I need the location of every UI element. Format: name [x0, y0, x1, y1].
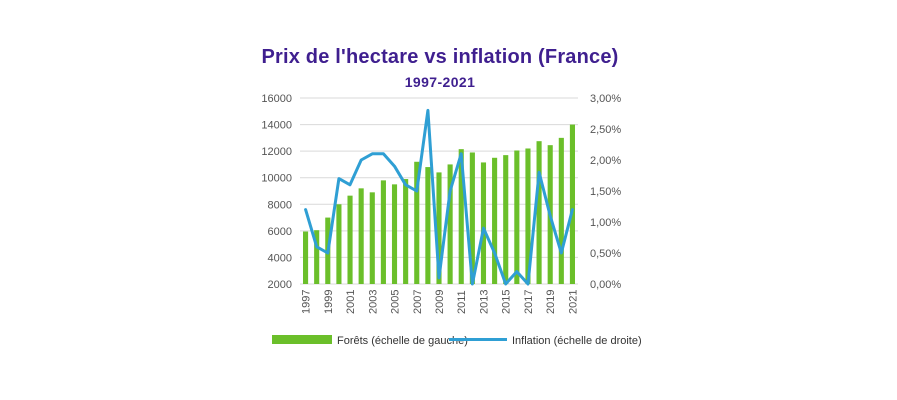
bar [358, 188, 364, 284]
y-right-tick-label: 0,00% [590, 279, 621, 291]
bar [569, 124, 575, 284]
bar [436, 172, 442, 284]
x-tick-label: 1997 [301, 290, 313, 314]
y-right-tick-label: 1,50% [590, 186, 621, 198]
legend-bar-swatch [272, 335, 332, 344]
chart-subtitle: 1997-2021 [404, 74, 476, 90]
bar [414, 161, 420, 284]
x-tick-label: 2011 [456, 290, 468, 314]
y-right-tick-label: 0,50% [590, 248, 621, 260]
y-right-tick-label: 3,00% [590, 93, 621, 105]
y-right-tick-label: 2,00% [590, 155, 621, 167]
x-tick-label: 2015 [501, 290, 513, 314]
legend-line-label: Inflation (échelle de droite) [512, 335, 642, 347]
bar [314, 230, 320, 284]
bar [536, 141, 542, 284]
bar [403, 179, 409, 284]
bar [336, 204, 342, 284]
bar [447, 164, 453, 284]
x-tick-label: 2013 [478, 290, 490, 314]
bar [303, 231, 309, 284]
chart-title: Prix de l'hectare vs inflation (France) [261, 46, 619, 68]
x-tick-label: 2003 [367, 290, 379, 314]
x-tick-label: 2021 [567, 290, 579, 314]
bar [492, 157, 498, 284]
y-left-tick-label: 14000 [261, 120, 292, 132]
y-right-tick-label: 2,50% [590, 124, 621, 136]
bar [391, 184, 398, 284]
x-tick-label: 2001 [345, 290, 357, 314]
y-left-tick-label: 4000 [268, 252, 292, 264]
bar [503, 155, 509, 284]
x-tick-label: 2017 [523, 290, 535, 314]
bar [514, 150, 520, 284]
y-right-tick-label: 1,00% [590, 217, 621, 229]
x-tick-label: 1999 [323, 290, 335, 314]
bar [469, 152, 475, 284]
x-tick-label: 2005 [390, 290, 402, 314]
bar [558, 137, 564, 284]
bar [525, 148, 531, 284]
legend-bar-label: Forêts (échelle de gauche) [337, 335, 468, 347]
y-left-tick-label: 2000 [268, 279, 292, 291]
y-left-tick-label: 16000 [261, 93, 292, 105]
bar [347, 195, 353, 284]
x-tick-label: 2019 [545, 290, 557, 314]
y-left-tick-label: 12000 [261, 146, 292, 158]
bar [425, 167, 431, 284]
y-left-tick-label: 10000 [261, 173, 292, 185]
x-tick-label: 2009 [434, 290, 446, 314]
bar [458, 149, 464, 284]
bar [380, 180, 386, 284]
y-left-tick-label: 8000 [268, 199, 292, 211]
x-tick-label: 2007 [412, 290, 424, 314]
y-left-tick-label: 6000 [268, 226, 292, 238]
bar [369, 192, 375, 284]
bar [480, 162, 487, 284]
